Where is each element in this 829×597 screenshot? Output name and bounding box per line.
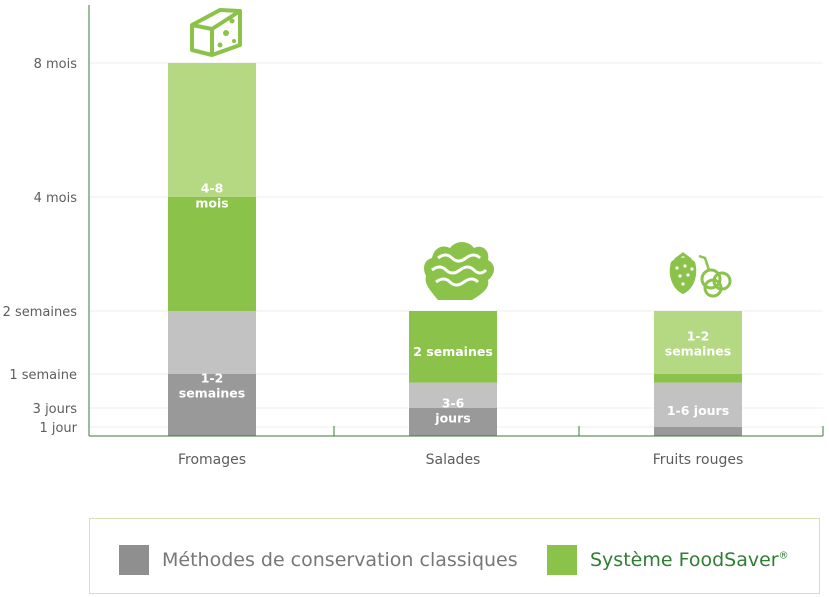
registered-mark: ®	[778, 550, 789, 562]
data-label: mois	[195, 196, 228, 211]
y-tick-label: 1 semaine	[9, 368, 77, 383]
bars	[168, 63, 742, 436]
bar-segment	[168, 63, 256, 197]
y-tick-label: 2 semaines	[3, 305, 78, 320]
data-label: semaines	[179, 386, 245, 401]
cheese-icon	[190, 8, 242, 57]
y-tick-label: 8 mois	[34, 57, 78, 72]
data-label: 4-8	[201, 181, 224, 196]
data-label: 3-6	[442, 396, 465, 411]
x-category-label: Fruits rouges	[653, 452, 743, 468]
bar-segment	[409, 311, 497, 383]
data-label: 1-2	[201, 371, 224, 386]
lettuce-icon	[424, 242, 494, 300]
bar-segment	[168, 311, 256, 374]
bar-segment	[168, 197, 256, 311]
axes	[88, 5, 824, 437]
y-tick-label: 3 jours	[33, 402, 78, 417]
legend: Méthodes de conservation classiques Syst…	[89, 518, 820, 594]
bar-segment	[654, 311, 742, 374]
x-category-label: Fromages	[178, 452, 246, 468]
legend-swatch-foodsaver	[547, 545, 577, 575]
bar-segment	[409, 382, 497, 408]
bar-segment	[409, 408, 497, 436]
legend-label-foodsaver: Système FoodSaver®	[590, 549, 789, 571]
x-category-label: Salades	[426, 452, 481, 468]
data-label: 1-2	[687, 329, 710, 344]
bar-segment	[168, 374, 256, 436]
bar-segment	[654, 374, 742, 383]
legend-item-foodsaver: Système FoodSaver®	[547, 545, 789, 575]
legend-swatch-classic	[119, 545, 149, 575]
y-axis-tick-labels: 1 jour 3 jours 1 semaine 2 semaines 4 mois 8 …	[3, 57, 78, 436]
legend-item-classic: Méthodes de conservation classiques	[119, 545, 518, 575]
legend-label-classic: Méthodes de conservation classiques	[162, 549, 518, 571]
data-label: 2 semaines	[413, 344, 493, 359]
legend-label-foodsaver-text: Système FoodSaver	[590, 549, 779, 571]
bar-segment	[654, 427, 742, 436]
data-label: jours	[434, 411, 470, 426]
berries-icon	[669, 252, 732, 298]
storage-duration-chart: 1 jour 3 jours 1 semaine 2 semaines 4 mois 8 …	[3, 5, 824, 468]
y-tick-label: 1 jour	[39, 421, 77, 436]
x-axis-category-labels: Fromages Salades Fruits rouges	[178, 452, 743, 468]
data-label: semaines	[665, 344, 731, 359]
bar-segment	[654, 382, 742, 427]
data-label: 1-6 jours	[667, 403, 729, 418]
y-tick-label: 4 mois	[34, 191, 78, 206]
